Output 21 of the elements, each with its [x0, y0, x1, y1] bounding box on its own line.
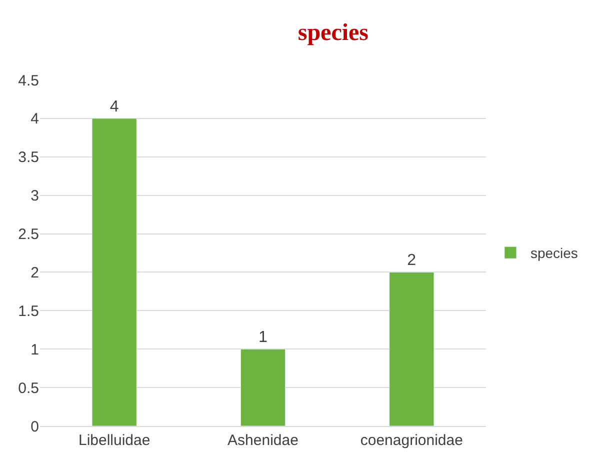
y-tick-label: 3: [30, 188, 39, 205]
data-label: 4: [110, 98, 119, 116]
x-tick-label: Ashenidae: [228, 432, 298, 449]
y-tick-label: 0.5: [18, 380, 39, 397]
x-tick-label: coenagrionidae: [360, 432, 463, 449]
bar: [240, 348, 286, 426]
y-tick-label: 4: [30, 110, 39, 128]
y-tick-label: 2.5: [18, 226, 39, 244]
y-tick-label: 1.5: [18, 302, 39, 320]
y-tick-label: 2: [30, 264, 39, 282]
data-label: 2: [407, 252, 416, 270]
y-tick-label: 0: [30, 418, 39, 436]
legend-label: species: [530, 245, 578, 262]
chart-title: species: [298, 20, 369, 46]
bar: [389, 272, 434, 426]
x-tick-label: Libelluidae: [78, 432, 150, 449]
y-tick-label: 3.5: [18, 149, 39, 166]
y-tick-label: 4.5: [18, 72, 39, 90]
bar: [92, 118, 137, 426]
y-tick-label: 1: [30, 341, 39, 358]
data-label: 1: [258, 329, 268, 346]
